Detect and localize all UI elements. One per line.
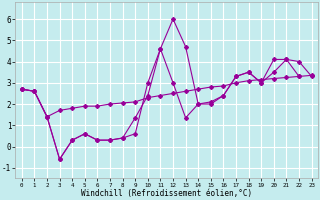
X-axis label: Windchill (Refroidissement éolien,°C): Windchill (Refroidissement éolien,°C) <box>81 189 252 198</box>
